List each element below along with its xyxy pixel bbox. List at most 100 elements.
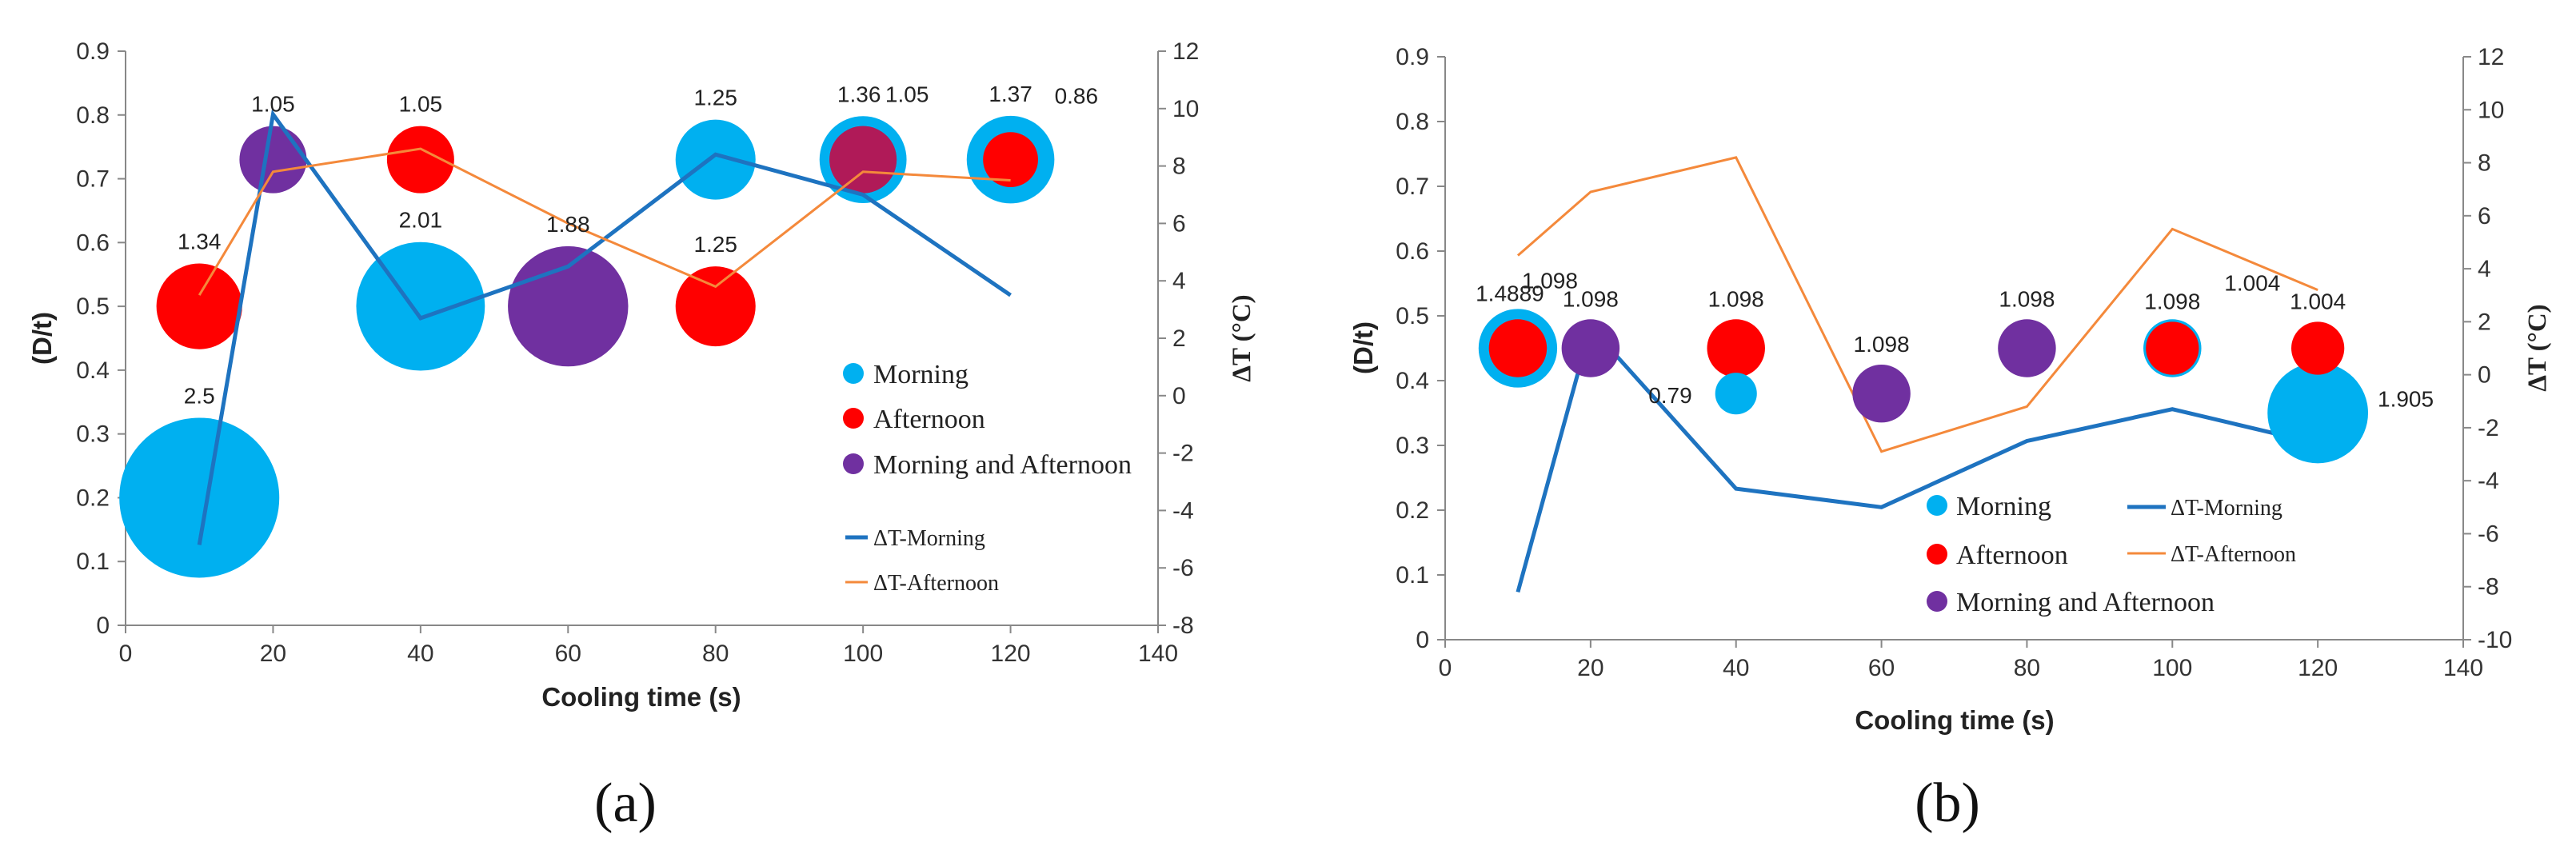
y2-tick-label: -4 [1172, 497, 1194, 524]
x-tick-label: 100 [2152, 655, 2192, 681]
y2-tick-label: 12 [1172, 38, 1199, 65]
bubble-morning [119, 417, 280, 578]
x-tick-label: 60 [1868, 655, 1895, 681]
y2-ticks-b: -10 -8 -6 -4 -2 0 2 4 6 8 10 12 [2463, 44, 2512, 653]
legend-b: Morning Afternoon Morning and Afternoon … [1927, 492, 2296, 617]
y-axis-title-b: (D/t) [1348, 321, 1378, 374]
bubble-afternoon [156, 263, 242, 349]
bubble-afternoon [2291, 321, 2345, 375]
y-axis-title-a: (D/t) [27, 312, 57, 365]
bubble-label: 1.098 [1522, 269, 1578, 293]
legend-dt-afternoon-label-b: ΔT-Afternoon [2171, 542, 2296, 567]
y2-tick-label: 4 [2478, 256, 2491, 282]
y2-axis-title-b: ΔT (°C) [2523, 304, 2552, 391]
y2-tick-label: 2 [1172, 325, 1186, 352]
bubble-label: 2.5 [184, 383, 215, 408]
y-tick-label: 0.8 [76, 102, 110, 129]
bubble-label: 1.34 [178, 229, 222, 254]
y-tick-label: 0.4 [1396, 368, 1429, 394]
y2-tick-label: -10 [2478, 627, 2512, 653]
bubble-label: 1.25 [693, 86, 737, 110]
y2-tick-label: -8 [2478, 574, 2499, 601]
x-tick-label: 0 [119, 641, 133, 667]
x-tick-label: 40 [407, 641, 433, 667]
dt-lines-b [1516, 156, 2318, 593]
bubble-label: 1.37 [988, 82, 1032, 106]
x-tick-label: 40 [1723, 655, 1749, 681]
bubble-label: 1.05 [399, 92, 443, 117]
panel-label-a: (a) [594, 772, 657, 834]
bubble-label: 1.098 [1708, 286, 1764, 311]
y2-tick-label: -2 [1172, 441, 1194, 467]
y-tick-label: 0.1 [1396, 562, 1429, 589]
dt-lines-a [197, 109, 1012, 545]
y2-tick-label: 10 [2478, 97, 2504, 123]
x-tick-label: 20 [1577, 655, 1604, 681]
legend-afternoon-marker-b [1927, 544, 1947, 565]
legend-both-marker-b [1927, 591, 1947, 612]
bubble-both [1561, 319, 1620, 377]
bubble-both [1998, 319, 2056, 377]
y2-tick-label: 6 [2478, 203, 2491, 229]
y2-tick-label: 6 [1172, 210, 1186, 237]
y-tick-label: 0 [1416, 627, 1429, 653]
x-tick-label: 20 [260, 641, 286, 667]
y-tick-label: 0.1 [76, 549, 110, 575]
bubble-morning [356, 241, 485, 371]
bubble-afternoon [1707, 319, 1765, 377]
bubbles-b [1478, 309, 2369, 464]
legend-afternoon-label-b: Afternoon [1956, 541, 2068, 570]
bubble-label: 1.098 [1999, 286, 2055, 311]
series-line-dt-afternoon [1516, 156, 2318, 453]
bubble-label: 1.098 [1854, 332, 1910, 357]
bubble-labels-a: 2.5 1.05 2.01 1.88 1.25 1.36 1.37 1.34 1.05 1.25 1… [178, 82, 1098, 409]
bubble-label: 1.004 [2290, 289, 2346, 313]
bubble-label: 0.79 [1648, 383, 1692, 408]
bubble-afternoon [983, 132, 1038, 188]
panel-label-b: (b) [1915, 772, 1980, 834]
legend-morning-marker-a [843, 363, 864, 384]
x-axis-title-b: Cooling time (s) [1855, 705, 2054, 735]
bubble-label: 1.05 [251, 92, 295, 117]
y2-tick-label: 0 [1172, 383, 1186, 409]
x-tick-label: 0 [1439, 655, 1452, 681]
bubble-label: 1.4889 [1476, 281, 1544, 305]
legend-both-label-a: Morning and Afternoon [873, 450, 1132, 480]
chart-panel-a: 0 20 40 60 80 100 120 140 00.10.20.30.40.50.60.… [27, 38, 1256, 834]
y2-tick-label: -6 [2478, 521, 2499, 547]
bubble-both [829, 126, 897, 194]
bubble-label: 1.098 [1563, 286, 1619, 311]
bubble-afternoon [2146, 321, 2199, 375]
x-tick-label: 80 [702, 641, 729, 667]
x-tick-label: 120 [2298, 655, 2338, 681]
bubble-label: 1.88 [546, 212, 590, 237]
chart-panel-b: 0 20 40 60 80 100 120 140 00.10.20.30.40.50.60.… [1348, 44, 2552, 834]
legend-dt-morning-label-a: ΔT-Morning [873, 526, 985, 551]
y2-tick-label: 10 [1172, 96, 1199, 122]
y-ticks-a: 0 0.1 0.2 0.3 0.4 0.5 0.6 0.7 0.8 0.9 [76, 38, 126, 639]
y2-tick-label: 8 [2478, 150, 2491, 177]
x-tick-label: 120 [991, 641, 1031, 667]
y-tick-label: 0.2 [76, 485, 110, 511]
y-tick-label: 0.6 [76, 229, 110, 256]
x-tick-label: 60 [555, 641, 581, 667]
bubble-both [239, 126, 307, 194]
y2-tick-label: 12 [2478, 44, 2504, 70]
legend-dt-afternoon-label-a: ΔT-Afternoon [873, 571, 999, 596]
x-tick-label: 100 [843, 641, 883, 667]
y-tick-label: 0.3 [1396, 433, 1429, 459]
y-tick-label: 0.6 [1396, 238, 1429, 265]
y-ticks-b: 0 0.1 0.2 0.3 0.4 0.5 0.6 0.7 0.8 0.9 [1396, 44, 1445, 653]
legend-morning-marker-b [1927, 495, 1947, 516]
y2-tick-label: 8 [1172, 154, 1186, 180]
legend-both-marker-a [843, 453, 864, 474]
bubble-label: 1.25 [693, 232, 737, 257]
y-tick-label: 0.5 [1396, 303, 1429, 329]
bubble-afternoon [1488, 319, 1548, 377]
y2-tick-label: -2 [2478, 415, 2499, 441]
y2-tick-label: -8 [1172, 613, 1194, 639]
bubble-morning [1715, 373, 1757, 415]
bubble-label: 1.05 [885, 82, 929, 107]
series-line-dt-afternoon [198, 147, 1011, 296]
